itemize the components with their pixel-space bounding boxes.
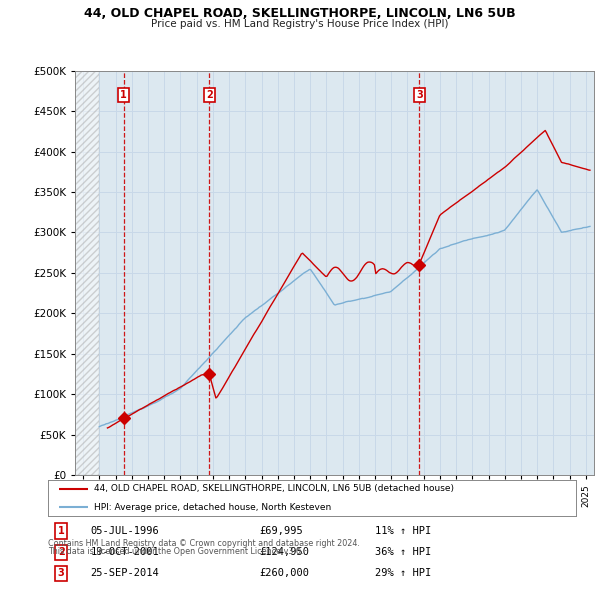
Text: £260,000: £260,000 — [259, 568, 309, 578]
Text: This data is licensed under the Open Government Licence v3.0.: This data is licensed under the Open Gov… — [48, 547, 304, 556]
Text: 1: 1 — [120, 90, 127, 100]
Text: 3: 3 — [58, 568, 65, 578]
Text: HPI: Average price, detached house, North Kesteven: HPI: Average price, detached house, Nort… — [94, 503, 332, 512]
Text: 25-SEP-2014: 25-SEP-2014 — [90, 568, 159, 578]
Text: 2: 2 — [206, 90, 213, 100]
Text: 05-JUL-1996: 05-JUL-1996 — [90, 526, 159, 536]
Text: £69,995: £69,995 — [259, 526, 303, 536]
Text: Price paid vs. HM Land Registry's House Price Index (HPI): Price paid vs. HM Land Registry's House … — [151, 19, 449, 29]
Text: 1: 1 — [58, 526, 65, 536]
Text: 3: 3 — [416, 90, 422, 100]
Text: 44, OLD CHAPEL ROAD, SKELLINGTHORPE, LINCOLN, LN6 5UB (detached house): 44, OLD CHAPEL ROAD, SKELLINGTHORPE, LIN… — [94, 484, 454, 493]
Text: 29% ↑ HPI: 29% ↑ HPI — [376, 568, 431, 578]
Text: 19-OCT-2001: 19-OCT-2001 — [90, 548, 159, 557]
Text: Contains HM Land Registry data © Crown copyright and database right 2024.: Contains HM Land Registry data © Crown c… — [48, 539, 360, 548]
Text: 44, OLD CHAPEL ROAD, SKELLINGTHORPE, LINCOLN, LN6 5UB: 44, OLD CHAPEL ROAD, SKELLINGTHORPE, LIN… — [84, 7, 516, 20]
Text: 2: 2 — [58, 548, 65, 557]
Text: 11% ↑ HPI: 11% ↑ HPI — [376, 526, 431, 536]
Text: £124,950: £124,950 — [259, 548, 309, 557]
Bar — [75, 71, 100, 475]
Text: 36% ↑ HPI: 36% ↑ HPI — [376, 548, 431, 557]
